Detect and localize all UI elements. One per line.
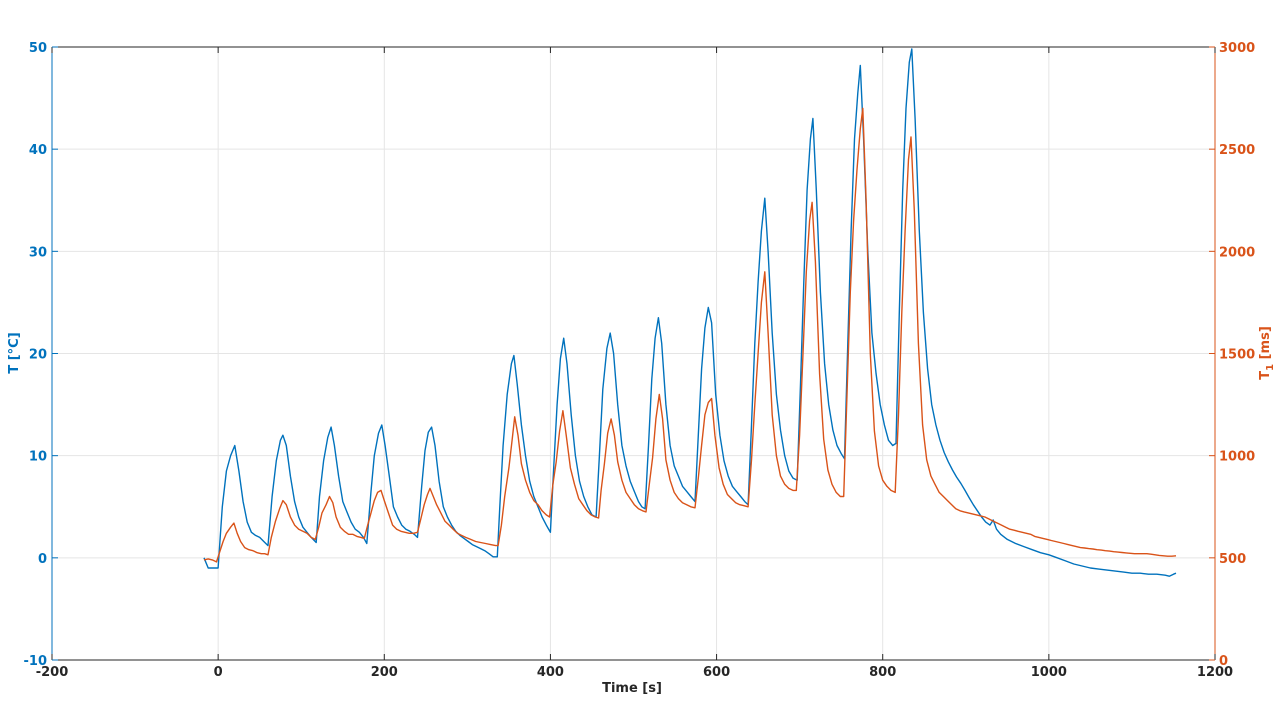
series-line-left (203, 48, 1177, 577)
y-left-tick-label: -10 (24, 654, 48, 669)
y-axis-right-title-unit: [ms] (1258, 326, 1273, 364)
y-right-tick-label: 3000 (1219, 41, 1255, 56)
y-left-tick-label: 0 (38, 552, 47, 567)
grid-lines (51, 46, 1216, 661)
tick-labels: -200 0 200 400 600 800 1000 1200-10010203040500… (24, 41, 1256, 680)
y-right-tick-label: 1500 (1219, 348, 1255, 363)
y-axis-right-title-main: T (1258, 371, 1273, 380)
x-tick-label: 200 (371, 665, 398, 680)
y-left-tick-label: 30 (29, 245, 47, 260)
x-tick-label: 0 (214, 665, 223, 680)
y-left-tick-label: 40 (29, 143, 47, 158)
y-right-tick-label: 0 (1219, 654, 1228, 669)
x-tick-label: 600 (703, 665, 730, 680)
x-tick-label: 800 (869, 665, 896, 680)
series-layer (203, 48, 1177, 577)
y-axis-right-title: T1 [ms] (1258, 326, 1276, 380)
y-right-tick-label: 500 (1219, 552, 1246, 567)
series-line-right (203, 107, 1177, 563)
y-left-tick-label: 10 (29, 450, 47, 465)
y-left-tick-label: 50 (29, 41, 47, 56)
x-axis-title: Time [s] (602, 681, 662, 696)
x-tick-label: 1200 (1197, 665, 1233, 680)
y-right-tick-label: 2500 (1219, 143, 1255, 158)
y-axis-right-title-subscript: 1 (1265, 364, 1276, 371)
axes (51, 46, 1216, 661)
x-tick-label: 400 (537, 665, 564, 680)
x-tick-label: 1000 (1031, 665, 1067, 680)
y-right-tick-label: 2000 (1219, 245, 1255, 260)
y-right-tick-label: 1000 (1219, 450, 1255, 465)
y-left-tick-label: 20 (29, 348, 47, 363)
x-tick-label: -200 (36, 665, 69, 680)
y-axis-left-title: T [°C] (7, 332, 22, 373)
